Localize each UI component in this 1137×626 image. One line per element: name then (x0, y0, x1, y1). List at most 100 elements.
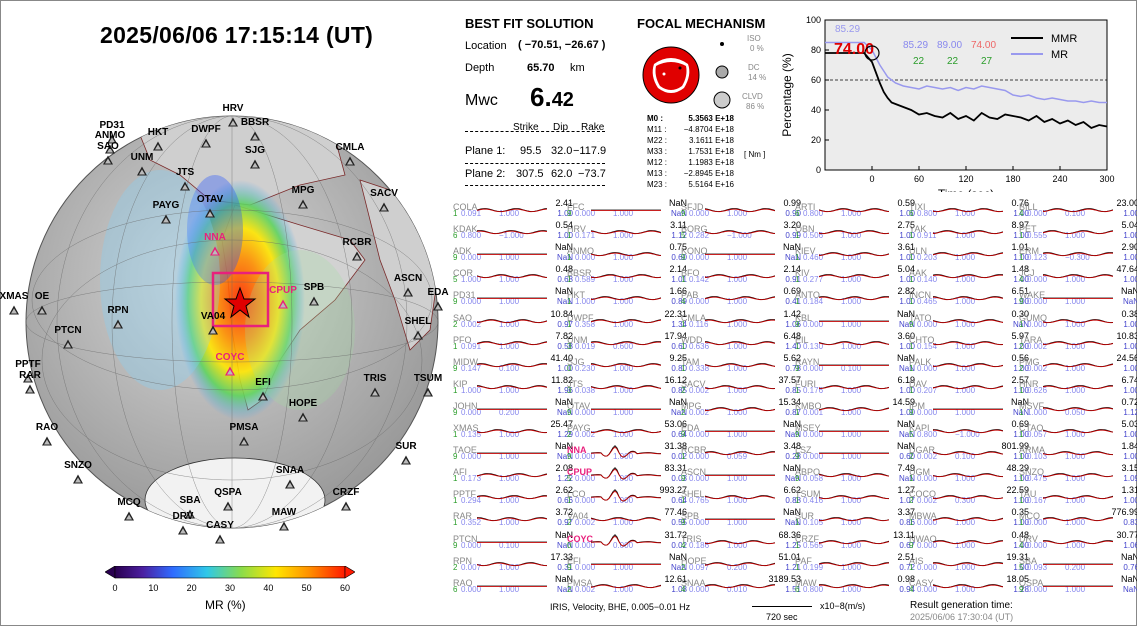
amplitude-value: 3.15 (1121, 463, 1137, 474)
colorbar-tick: 20 (186, 583, 197, 593)
fit-value-b: 1.000 (841, 407, 862, 417)
quality-flag: 9 (681, 474, 686, 484)
synthetic-trace (933, 363, 1003, 367)
fit-value-c: 1.12 (671, 231, 687, 241)
fit-value-b: 0.100 (955, 452, 976, 462)
synthetic-trace (591, 297, 661, 301)
fit-value-c: 1.07 (899, 496, 915, 506)
station-code: UGM (909, 467, 930, 478)
fit-value-b: 1.000 (727, 474, 748, 484)
synthetic-trace (933, 429, 1003, 434)
amplitude-value: 0.59 (897, 198, 915, 208)
time-scale-bar (752, 606, 812, 607)
fit-value-c: 1.00 (557, 231, 573, 241)
synthetic-trace (591, 252, 661, 257)
fit-value-a: 0.000 (575, 209, 596, 218)
synthetic-trace (477, 230, 547, 235)
quality-flag: 2 (909, 496, 914, 506)
amplitude-value: 3.72 (555, 507, 573, 518)
mw-int: 6. (530, 82, 552, 112)
synthetic-trace (933, 230, 1003, 235)
quality-flag: 2 (567, 430, 572, 439)
quality-flag: 1 (795, 562, 800, 572)
waveform-cell: ANTO 2.82 1 0.184 1.000 1.00 (795, 286, 915, 311)
fit-value-c: 1.28 (1013, 584, 1029, 594)
station-marker-spb (309, 296, 319, 306)
fit-value-c: 0.66 (557, 496, 573, 506)
fit-value-c: 0.80 (671, 363, 687, 373)
amplitude-value: 2.41 (555, 198, 573, 208)
station-label-hrv: HRV (222, 103, 244, 114)
station-label-snzo: SNZO (64, 460, 92, 471)
synthetic-trace (933, 451, 1003, 456)
waveform-cell: AAK 1.48 1 0.140 1.000 1.00 (909, 264, 1029, 289)
fit-value-c: 1.00 (1123, 430, 1137, 439)
colorbar-tick: 10 (148, 583, 159, 593)
fit-value-c: 1.00 (1123, 496, 1137, 506)
synthetic-trace (591, 274, 661, 279)
fit-value-c: 0.60 (899, 452, 915, 462)
synthetic-trace (819, 540, 889, 544)
waveform-trace (819, 539, 889, 544)
quality-flag: 1 (909, 231, 914, 241)
fit-value-a: 1.000 (1027, 407, 1048, 417)
fit-value-a: 0.000 (575, 407, 596, 417)
waveform-cell: IPM NaN 9 0.000 1.000 NaN (909, 397, 1029, 422)
fit-value-a: 0.038 (575, 385, 596, 395)
moment-value: 1.1983 E+18 (688, 158, 734, 167)
fit-value-b: 1.000 (499, 452, 520, 462)
quality-flag: 2 (567, 584, 572, 594)
amplitude-value: 10.84 (550, 308, 573, 319)
fit-value-c: 0.97 (557, 518, 573, 528)
synthetic-trace (705, 451, 775, 456)
station-code: RAYN (795, 356, 820, 367)
waveform-cell: PMSA 12.61 2 0.002 1.000 1.08 (567, 574, 687, 599)
waveform-cell: ULN 1.01 1 0.203 1.000 1.00 (909, 242, 1029, 267)
station-label-dwpf: DWPF (191, 124, 221, 135)
fit-value-a: 0.097 (689, 562, 710, 572)
fit-value-c: 0.58 (557, 341, 573, 351)
fit-value-a: 0.800 (461, 231, 482, 241)
amplitude-value: 48.29 (1006, 463, 1029, 474)
fit-value-c: 1.21 (785, 562, 801, 572)
synthetic-trace (819, 297, 889, 301)
quality-flag: 1 (1019, 407, 1024, 417)
synthetic-trace (477, 518, 547, 522)
station-label-sur: SUR (395, 441, 417, 452)
synthetic-trace (705, 363, 775, 367)
globe-map (25, 115, 439, 529)
amplitude-value: 3.60 (897, 330, 915, 341)
waveform-cell: ANMO 0.75 1 0.000 1.000 0.60 (567, 242, 687, 267)
quality-flag: 9 (567, 407, 572, 417)
waveform-trace (933, 539, 1003, 544)
waveform-trace (819, 517, 889, 522)
station-marker-payg (161, 214, 171, 224)
fit-value-c: 1.00 (1013, 496, 1029, 506)
station-code: YAK (909, 224, 927, 235)
waveform-trace (1043, 473, 1113, 478)
quality-flag: 1 (567, 275, 572, 285)
amplitude-value: 6.62 (783, 485, 801, 496)
station-label-nna: NNA (204, 232, 226, 243)
depth-unit: km (570, 62, 585, 74)
station-label-va04: VA04 (200, 311, 226, 322)
amplitude-value: 2.62 (555, 485, 573, 496)
fit-value-b: 1.000 (499, 496, 520, 506)
waveform-trace (477, 208, 547, 213)
amplitude-value: 0.98 (897, 573, 915, 584)
amplitude-value: 22.59 (1006, 485, 1029, 496)
fit-value-c: 1.12 (1123, 407, 1137, 417)
station-code: LCO (567, 489, 586, 500)
synthetic-trace (591, 429, 661, 434)
fit-value-c: 1.00 (1013, 562, 1029, 572)
fit-value-b: 1.000 (727, 496, 748, 506)
quality-flag: 1 (795, 297, 800, 307)
amplitude-value: 2.90 (1121, 242, 1137, 253)
station-code: SACV (681, 378, 706, 389)
amplitude-value: 41.40 (550, 352, 573, 363)
station-marker-eda (433, 301, 443, 311)
fit-value-c: 1.25 (785, 540, 801, 550)
quality-flag: 1 (909, 385, 914, 395)
waveform-cell: TATO 0.30 9 0.000 1.000 NaN (909, 309, 1029, 334)
waveform-trace (819, 340, 889, 345)
